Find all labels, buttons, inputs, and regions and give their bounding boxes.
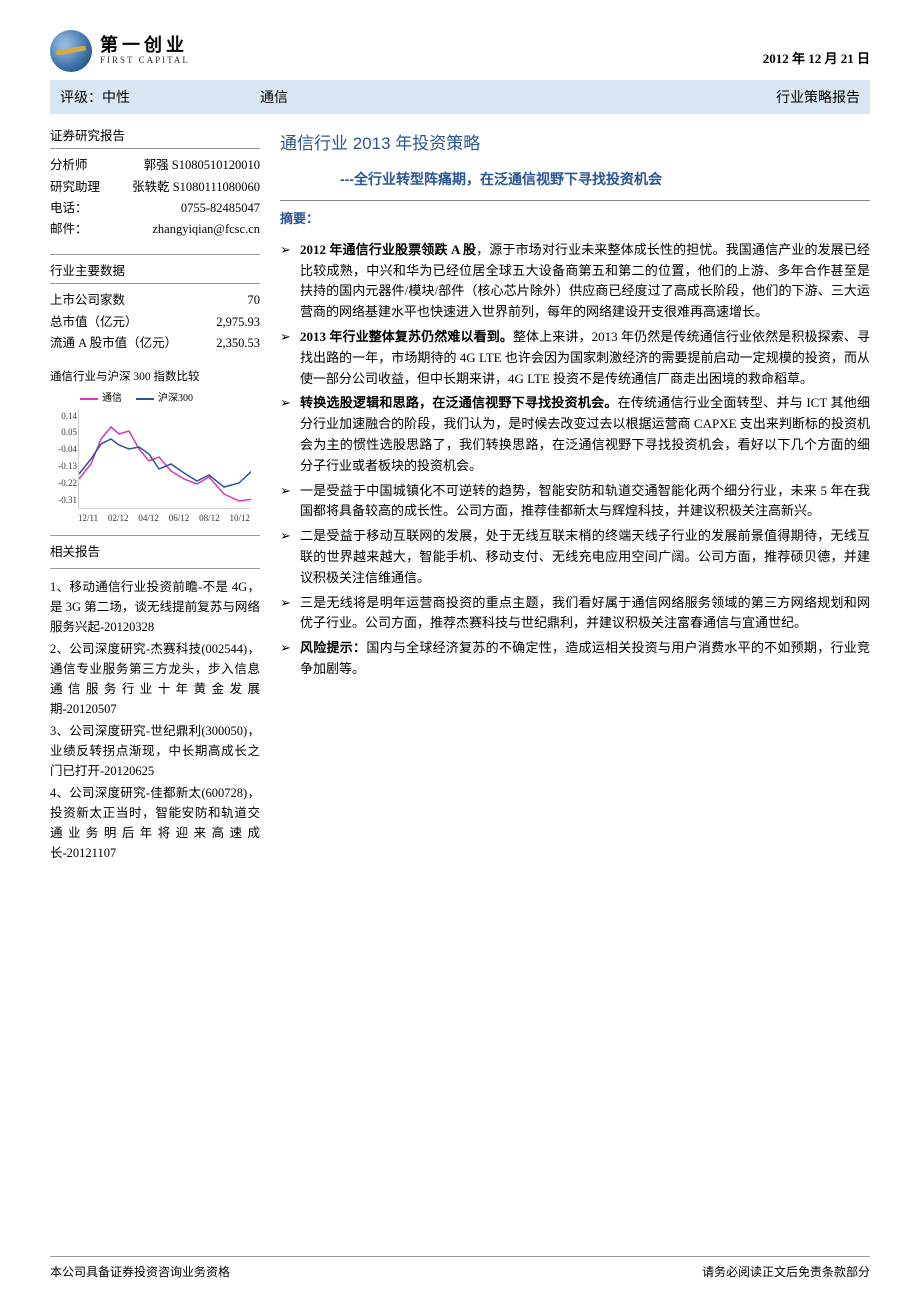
comparison-chart: 通信沪深300 0.140.05-0.04-0.13-0.22-0.31 12/… (50, 391, 250, 521)
x-tick: 10/12 (229, 511, 250, 525)
legend-item: 沪深300 (136, 391, 193, 407)
y-tick: -0.04 (49, 442, 77, 456)
sector-name: 通信 (260, 86, 776, 108)
analyst-row: 研究助理张轶乾 S1080111080060 (50, 177, 260, 198)
header-band: 评级：中性 通信 行业策略报告 (50, 80, 870, 114)
divider (50, 568, 260, 569)
logo-icon (50, 30, 92, 72)
x-tick: 08/12 (199, 511, 220, 525)
chart-title: 通信行业与沪深 300 指数比较 (50, 368, 260, 386)
analyst-row: 电话：0755-82485047 (50, 198, 260, 219)
abstract-bullet: ➢二是受益于移动互联网的发展，处于无线互联末梢的终端天线子行业的发展前景值得期待… (280, 526, 870, 588)
abstract-bullet: ➢一是受益于中国城镇化不可逆转的趋势，智能安防和轨道交通智能化两个细分行业，未来… (280, 481, 870, 523)
related-reports-header: 相关报告 (50, 542, 260, 562)
abstract-bullet: ➢转换选股逻辑和思路，在泛通信视野下寻找投资机会。在传统通信行业全面转型、并与 … (280, 393, 870, 476)
report-date: 2012 年 12 月 21 日 (763, 49, 870, 70)
divider (50, 283, 260, 284)
related-report-item: 2、公司深度研究-杰赛科技(002544)，通信专业服务第三方龙头，步入信息通信… (50, 639, 260, 719)
footer-right: 请务必阅读正文后免责条款部分 (702, 1263, 870, 1282)
abstract-bullet: ➢2013 年行业整体复苏仍然难以看到。整体上来讲，2013 年仍然是传统通信行… (280, 327, 870, 389)
related-report-item: 4、公司深度研究-佳都新太(600728)，投资新太正当时，智能安防和轨道交通业… (50, 783, 260, 863)
rating-label: 评级： (60, 89, 102, 105)
x-tick: 02/12 (108, 511, 129, 525)
report-title: 通信行业 2013 年投资策略 (280, 130, 870, 157)
logo: 第一创业 FIRST CAPITAL (50, 30, 190, 72)
related-report-item: 3、公司深度研究-世纪鼎利(300050)，业绩反转拐点渐现，中长期高成长之门已… (50, 721, 260, 781)
divider (50, 254, 260, 255)
divider (50, 148, 260, 149)
research-header: 证券研究报告 (50, 126, 260, 146)
y-tick: 0.14 (49, 409, 77, 423)
analyst-row: 邮件：zhangyiqian@fcsc.cn (50, 219, 260, 240)
analyst-row: 分析师郭强 S1080510120010 (50, 155, 260, 176)
page-footer: 本公司具备证券投资咨询业务资格 请务必阅读正文后免责条款部分 (50, 1256, 870, 1282)
abstract-label: 摘要： (280, 209, 870, 230)
report-subtitle: ---全行业转型阵痛期，在泛通信视野下寻找投资机会 (280, 168, 870, 190)
report-type: 行业策略报告 (776, 86, 860, 108)
x-tick: 06/12 (169, 511, 190, 525)
industry-data-row: 总市值（亿元）2,975.93 (50, 312, 260, 333)
divider (280, 200, 870, 201)
footer-left: 本公司具备证券投资咨询业务资格 (50, 1263, 230, 1282)
rating-value: 中性 (102, 89, 130, 105)
y-tick: -0.13 (49, 459, 77, 473)
logo-en: FIRST CAPITAL (100, 56, 190, 66)
industry-data-header: 行业主要数据 (50, 261, 260, 281)
industry-data-row: 上市公司家数70 (50, 290, 260, 311)
x-tick: 12/11 (78, 511, 98, 525)
y-tick: -0.31 (49, 493, 77, 507)
legend-item: 通信 (80, 391, 122, 407)
industry-data-row: 流通 A 股市值（亿元）2,350.53 (50, 333, 260, 354)
y-tick: -0.22 (49, 476, 77, 490)
abstract-bullet: ➢三是无线将是明年运营商投资的重点主题，我们看好属于通信网络服务领域的第三方网络… (280, 593, 870, 635)
x-tick: 04/12 (138, 511, 159, 525)
y-tick: 0.05 (49, 425, 77, 439)
related-report-item: 1、移动通信行业投资前瞻-不是 4G，是 3G 第二场，谈无线提前复苏与网络服务… (50, 577, 260, 637)
abstract-bullet: ➢2012 年通信行业股票领跌 A 股，源于市场对行业未来整体成长性的担忧。我国… (280, 240, 870, 323)
abstract-bullet: ➢风险提示：国内与全球经济复苏的不确定性，造成运相关投资与用户消费水平的不如预期… (280, 638, 870, 680)
logo-cn: 第一创业 (100, 36, 190, 56)
divider (50, 535, 260, 536)
